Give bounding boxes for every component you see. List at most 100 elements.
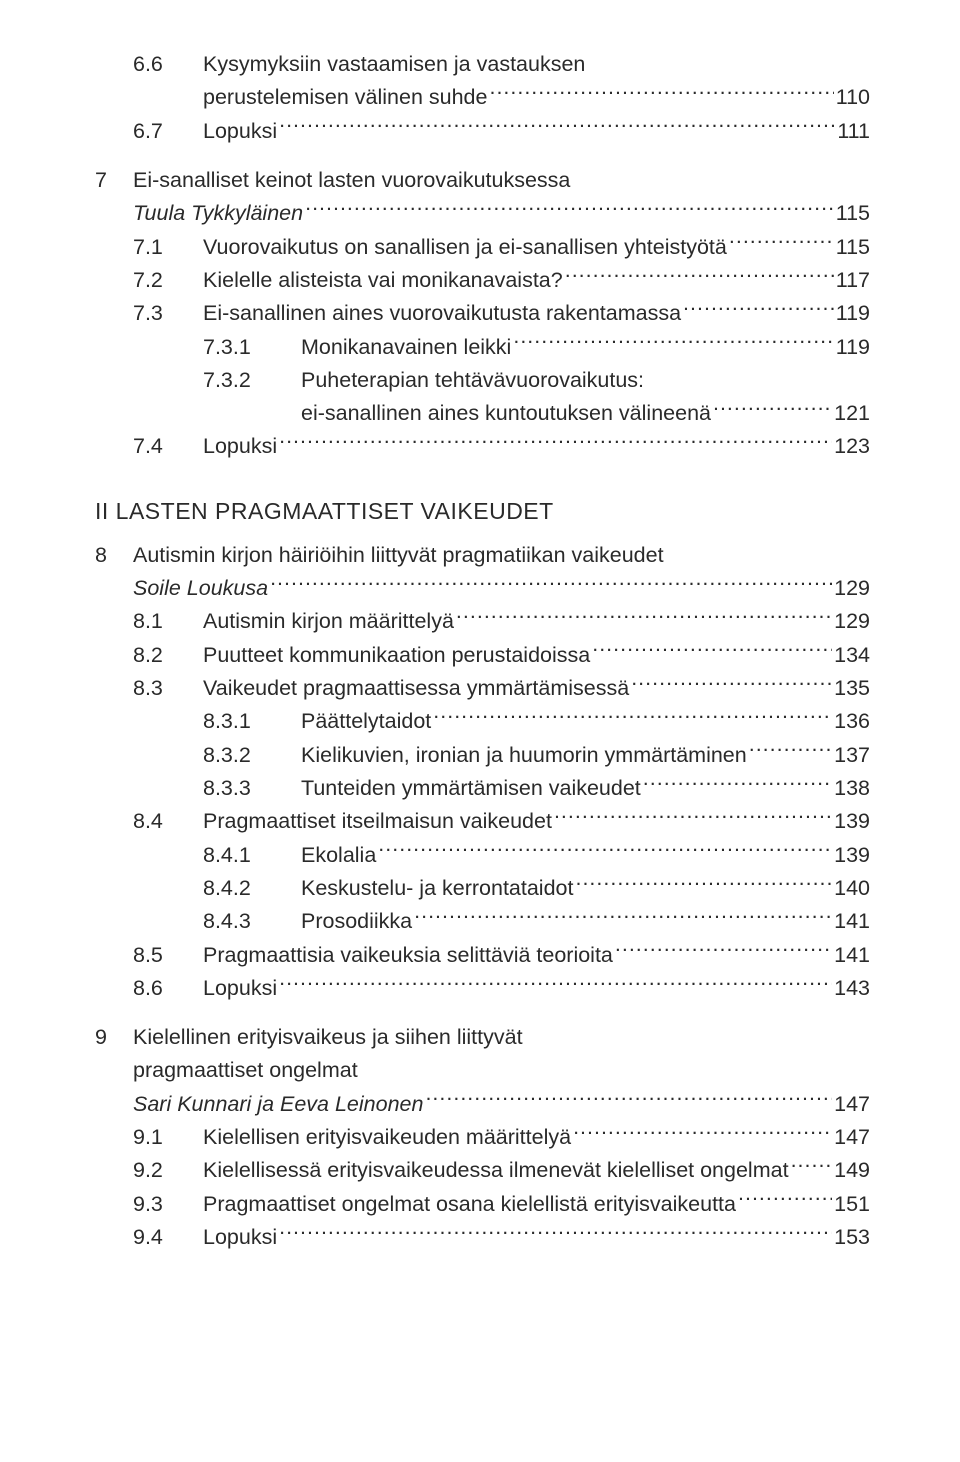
toc-entry: 6.7 Lopuksi 111 — [95, 115, 870, 148]
entry-page: 123 — [834, 430, 870, 463]
dot-leader — [279, 115, 835, 138]
toc-entry: 8.3.2 Kielikuvien, ironian ja huumorin y… — [95, 739, 870, 772]
entry-page: 115 — [836, 231, 870, 264]
entry-number: 7.3.2 — [95, 364, 301, 397]
dot-leader — [738, 1188, 832, 1211]
entry-number: 9.1 — [95, 1121, 203, 1154]
chapter-block: 8 Autismin kirjon häiriöihin liittyvät p… — [95, 539, 870, 1005]
chapter-author: Sari Kunnari ja Eeva Leinonen — [133, 1088, 423, 1121]
entry-number: 8.4.3 — [95, 905, 301, 938]
chapter-number: 9 — [95, 1021, 133, 1054]
entry-page: 121 — [834, 397, 870, 430]
toc-entry: 7.1 Vuorovaikutus on sanallisen ja ei-sa… — [95, 231, 870, 264]
chapter-title-row: 8 Autismin kirjon häiriöihin liittyvät p… — [95, 539, 870, 572]
dot-leader — [592, 639, 832, 662]
toc-entry: 8.4.1 Ekolalia 139 — [95, 839, 870, 872]
dot-leader — [683, 298, 834, 321]
dot-leader — [729, 231, 834, 254]
entry-number: 8.3 — [95, 672, 203, 705]
toc-entry: 8.6 Lopuksi 143 — [95, 972, 870, 1005]
toc-entry: 8.1 Autismin kirjon määrittelyä 129 — [95, 605, 870, 638]
entry-label: Lopuksi — [203, 972, 277, 1005]
entry-page: 139 — [834, 839, 870, 872]
dot-leader — [573, 1122, 832, 1145]
entry-number: 7.3.1 — [95, 331, 301, 364]
entry-label: Kysymyksiin vastaamisen ja vastauksen — [203, 48, 585, 81]
entry-label: Keskustelu- ja kerrontataidot — [301, 872, 573, 905]
entry-number: 8.6 — [95, 972, 203, 1005]
entry-label: Lopuksi — [203, 1221, 277, 1254]
part-heading: II LASTEN PRAGMAATTISET VAIKEUDET — [95, 498, 870, 525]
toc-entry-cont: perustelemisen välinen suhde 110 — [95, 81, 870, 114]
entry-number: 6.6 — [95, 48, 203, 81]
entry-label: Kielikuvien, ironian ja huumorin ymmärtä… — [301, 739, 747, 772]
toc-entry: 9.1 Kielellisen erityisvaikeuden määritt… — [95, 1121, 870, 1154]
entry-label: Vaikeudet pragmaattisessa ymmärtämisessä — [203, 672, 629, 705]
entry-page: 149 — [834, 1154, 870, 1187]
chapter-block: 7 Ei-sanalliset keinot lasten vuorovaiku… — [95, 164, 870, 464]
entry-page: 111 — [837, 115, 870, 148]
dot-leader — [279, 1221, 832, 1244]
entry-page: 137 — [834, 739, 870, 772]
entry-number: 6.7 — [95, 115, 203, 148]
entry-page: 135 — [834, 672, 870, 705]
dot-leader — [489, 82, 833, 105]
chapter-title-row: 7 Ei-sanalliset keinot lasten vuorovaiku… — [95, 164, 870, 197]
toc-entry: 9.3 Pragmaattiset ongelmat osana kielell… — [95, 1188, 870, 1221]
entry-number: 9.3 — [95, 1188, 203, 1221]
chapter-number: 7 — [95, 164, 133, 197]
entry-number: 8.3.2 — [95, 739, 301, 772]
entry-number: 8.5 — [95, 939, 203, 972]
chapter-title: Ei-sanalliset keinot lasten vuorovaikutu… — [133, 164, 570, 197]
entry-number: 8.3.3 — [95, 772, 301, 805]
entry-label: ei-sanallinen aines kuntoutuksen välinee… — [301, 397, 711, 430]
entry-label: Prosodiikka — [301, 905, 412, 938]
chapter-author: Soile Loukusa — [133, 572, 268, 605]
chapter-title-cont: pragmaattiset ongelmat — [95, 1054, 870, 1087]
chapter-block: 9 Kielellinen erityisvaikeus ja siihen l… — [95, 1021, 870, 1254]
chapter-author: Tuula Tykkyläinen — [133, 197, 303, 230]
dot-leader — [378, 839, 832, 862]
dot-leader — [279, 972, 832, 995]
dot-leader — [565, 264, 834, 287]
dot-leader — [456, 606, 832, 629]
dot-leader — [575, 872, 832, 895]
entry-number: 8.1 — [95, 605, 203, 638]
toc-entry: 9.4 Lopuksi 153 — [95, 1221, 870, 1254]
toc-entry: 8.4.2 Keskustelu- ja kerrontataidot 140 — [95, 872, 870, 905]
entry-page: 151 — [834, 1188, 870, 1221]
entry-label: Kielelle alisteista vai monikanavaista? — [203, 264, 563, 297]
toc-entry-cont: ei-sanallinen aines kuntoutuksen välinee… — [95, 397, 870, 430]
entry-label: Lopuksi — [203, 115, 277, 148]
entry-label: Kielellisen erityisvaikeuden määrittelyä — [203, 1121, 571, 1154]
chapter-number: 8 — [95, 539, 133, 572]
dot-leader — [425, 1088, 832, 1111]
entry-label: Pragmaattiset ongelmat osana kielellistä… — [203, 1188, 736, 1221]
dot-leader — [513, 331, 833, 354]
chapter-author-row: Tuula Tykkyläinen 115 — [95, 197, 870, 230]
dot-leader — [270, 573, 832, 596]
entry-number: 8.4.2 — [95, 872, 301, 905]
entry-page: 117 — [836, 264, 870, 297]
entry-label: Vuorovaikutus on sanallisen ja ei-sanall… — [203, 231, 727, 264]
dot-leader — [713, 398, 832, 421]
entry-label: Monikanavainen leikki — [301, 331, 511, 364]
dot-leader — [414, 906, 832, 929]
entry-page: 143 — [834, 972, 870, 1005]
toc-entry: 8.3.3 Tunteiden ymmärtämisen vaikeudet 1… — [95, 772, 870, 805]
entry-number: 8.4.1 — [95, 839, 301, 872]
chapter-title-row: 9 Kielellinen erityisvaikeus ja siihen l… — [95, 1021, 870, 1054]
dot-leader — [791, 1155, 833, 1178]
dot-leader — [643, 772, 832, 795]
chapter-page: 129 — [834, 572, 870, 605]
entry-label: Päättelytaidot — [301, 705, 431, 738]
entry-page: 147 — [834, 1121, 870, 1154]
toc-page: 6.6 Kysymyksiin vastaamisen ja vastaukse… — [0, 0, 960, 1314]
entry-page: 141 — [834, 905, 870, 938]
dot-leader — [305, 198, 834, 221]
toc-entry: 8.2 Puutteet kommunikaation perustaidois… — [95, 639, 870, 672]
entry-page: 139 — [834, 805, 870, 838]
toc-entry: 8.3 Vaikeudet pragmaattisessa ymmärtämis… — [95, 672, 870, 705]
toc-entry: 7.4 Lopuksi 123 — [95, 430, 870, 463]
chapter-title: Kielellinen erityisvaikeus ja siihen lii… — [133, 1021, 523, 1054]
